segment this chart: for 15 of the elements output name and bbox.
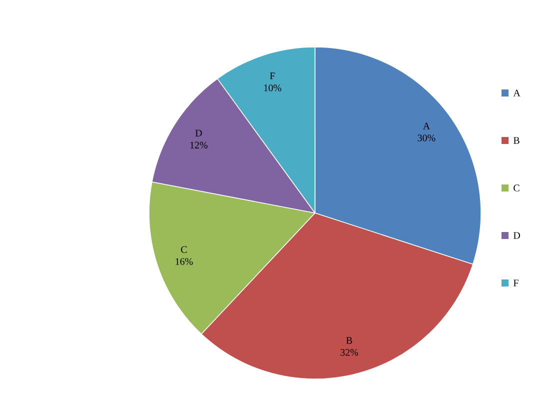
legend-label: A: [513, 90, 520, 96]
data-label: 16%: [176, 258, 193, 265]
legend-label: B: [513, 137, 520, 144]
data-label: 30%: [418, 134, 436, 142]
legend-label: F: [513, 280, 518, 286]
legend-label: D: [513, 232, 520, 239]
data-label: 10%: [264, 84, 282, 92]
slice-label: A: [422, 122, 430, 130]
legend-label: C: [514, 184, 520, 192]
slice-label: D: [195, 130, 202, 136]
slice-label: C: [181, 246, 187, 253]
slice-label: B: [346, 337, 352, 344]
data-label: 32%: [340, 349, 358, 356]
slice-label: F: [270, 72, 275, 80]
data-label: 12%: [190, 142, 208, 148]
